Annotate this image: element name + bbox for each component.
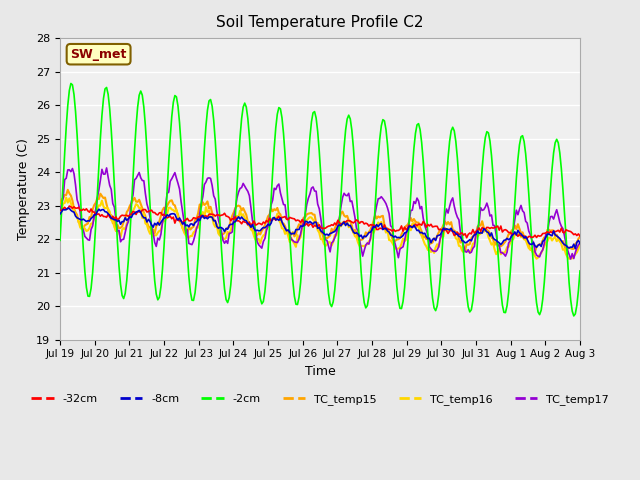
- Legend: -32cm, -8cm, -2cm, TC_temp15, TC_temp16, TC_temp17: -32cm, -8cm, -2cm, TC_temp15, TC_temp16,…: [27, 390, 613, 409]
- Text: SW_met: SW_met: [70, 48, 127, 60]
- Y-axis label: Temperature (C): Temperature (C): [17, 138, 31, 240]
- Title: Soil Temperature Profile C2: Soil Temperature Profile C2: [216, 15, 424, 30]
- X-axis label: Time: Time: [305, 365, 335, 378]
